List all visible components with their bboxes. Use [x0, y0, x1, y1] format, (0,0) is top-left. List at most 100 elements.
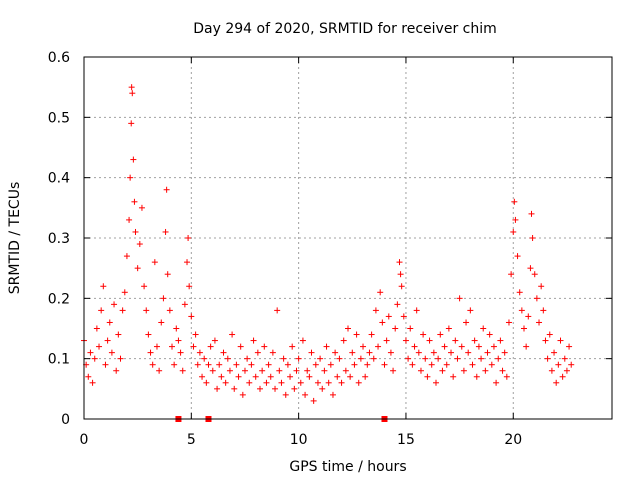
data-point: [443, 361, 450, 368]
data-point: [291, 385, 298, 392]
data-point: [184, 259, 191, 266]
data-point: [445, 325, 452, 332]
data-point: [179, 367, 186, 374]
data-point: [480, 325, 487, 332]
data-point: [366, 349, 373, 356]
data-point: [211, 337, 218, 344]
data-point: [528, 210, 535, 217]
data-point: [527, 265, 534, 272]
data-point: [272, 385, 279, 392]
data-point: [357, 355, 364, 362]
data-point: [553, 379, 560, 386]
data-point: [499, 367, 506, 374]
data-point: [130, 156, 137, 163]
data-point: [557, 337, 564, 344]
y-tick-label: 0.1: [48, 352, 70, 368]
data-point: [319, 385, 326, 392]
data-point: [263, 379, 270, 386]
data-point: [205, 361, 212, 368]
x-tick-label: 5: [187, 432, 196, 448]
data-point: [304, 367, 311, 374]
data-point: [282, 391, 289, 398]
data-point: [450, 373, 457, 380]
data-point: [153, 343, 160, 350]
data-point: [199, 373, 206, 380]
data-point: [424, 373, 431, 380]
data-point: [383, 337, 390, 344]
data-point: [185, 235, 192, 241]
data-point: [147, 349, 154, 356]
data-point: [413, 307, 420, 314]
data-point: [93, 325, 100, 332]
data-point: [467, 307, 474, 314]
data-point: [456, 295, 463, 302]
data-point: [411, 343, 418, 350]
data-point: [475, 343, 482, 350]
data-point: [222, 379, 229, 386]
data-point: [437, 331, 444, 338]
data-point: [430, 349, 437, 356]
data-point: [568, 361, 575, 368]
data-point: [375, 343, 382, 350]
data-point: [229, 331, 236, 338]
data-point: [278, 379, 285, 386]
data-point: [151, 259, 158, 266]
data-point: [514, 253, 521, 260]
data-point: [293, 367, 300, 374]
data-point: [452, 337, 459, 344]
data-point: [265, 361, 272, 368]
data-point: [563, 367, 570, 374]
data-point: [119, 307, 126, 314]
data-point: [237, 343, 244, 350]
data-point: [295, 355, 302, 362]
data-point: [508, 271, 515, 278]
data-point: [529, 235, 536, 241]
data-point: [368, 331, 375, 338]
data-point: [280, 355, 287, 362]
data-point: [503, 373, 510, 380]
data-point: [169, 343, 175, 350]
data-point: [405, 355, 412, 362]
data-points: [81, 84, 575, 422]
data-point: [162, 228, 169, 235]
data-point: [248, 361, 255, 368]
data-point: [390, 367, 397, 374]
data-point: [87, 349, 94, 356]
data-point: [394, 301, 401, 308]
y-tick-label: 0: [61, 412, 70, 428]
data-point: [257, 385, 263, 392]
x-tick-label: 10: [290, 432, 308, 448]
data-point: [143, 307, 150, 314]
data-point: [516, 289, 523, 296]
data-point: [250, 337, 257, 344]
data-point: [360, 343, 367, 350]
x-axis-label: GPS time / hours: [289, 459, 406, 475]
data-point: [377, 289, 384, 296]
data-point: [131, 198, 138, 205]
data-point: [209, 367, 216, 374]
data-point: [108, 349, 115, 356]
data-point: [308, 349, 315, 356]
data-point: [551, 349, 558, 356]
data-point: [511, 198, 518, 205]
x-tick-label: 15: [397, 432, 415, 448]
data-point: [428, 361, 435, 368]
data-point: [323, 343, 330, 350]
x-tick-label: 0: [80, 432, 89, 448]
data-point: [420, 331, 427, 338]
data-point: [398, 283, 405, 290]
data-point: [561, 355, 568, 362]
data-point: [192, 331, 199, 338]
data-point: [98, 307, 105, 314]
y-tick-label: 0.5: [48, 110, 70, 126]
data-point: [488, 361, 495, 368]
data-point: [158, 319, 165, 326]
data-point: [510, 228, 517, 235]
data-point: [538, 283, 545, 290]
data-point: [111, 301, 118, 308]
y-tick-label: 0.3: [48, 231, 70, 247]
data-point: [149, 361, 156, 368]
data-point: [163, 186, 170, 193]
data-point: [194, 361, 201, 368]
